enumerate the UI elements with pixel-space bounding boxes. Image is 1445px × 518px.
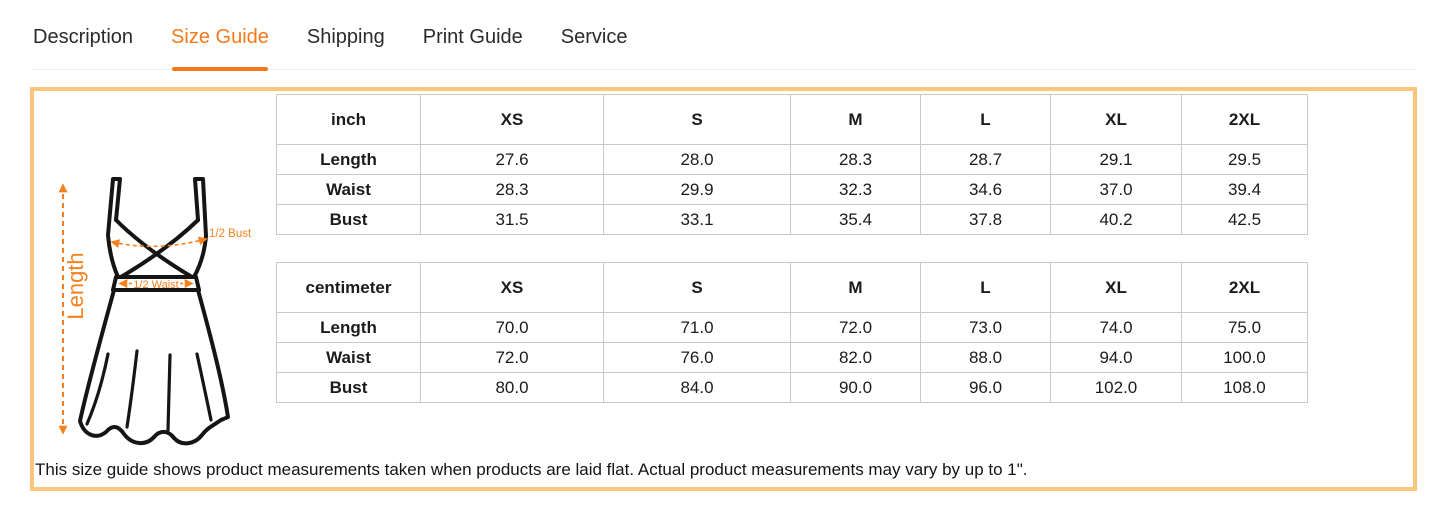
size-value: 90.0 [790,372,921,403]
size-value: 37.8 [920,204,1051,235]
size-value: 88.0 [920,342,1051,373]
size-value: 40.2 [1050,204,1182,235]
size-value: 37.0 [1050,174,1182,205]
size-value: 73.0 [920,312,1051,343]
size-value: 75.0 [1181,312,1308,343]
size-col-header: M [790,262,921,313]
table-row: Length 27.6 28.0 28.3 28.7 29.1 29.5 [276,144,1308,175]
size-value: 29.1 [1050,144,1182,175]
unit-header: centimeter [276,262,421,313]
size-col-header: 2XL [1181,94,1308,145]
size-value: 84.0 [603,372,791,403]
unit-header: inch [276,94,421,145]
size-value: 28.3 [790,144,921,175]
size-value: 31.5 [420,204,604,235]
bust-dimension-line [110,236,208,248]
length-label: Length [63,252,88,319]
table-row: Waist 28.3 29.9 32.3 34.6 37.0 39.4 [276,174,1308,205]
row-label: Waist [276,342,421,373]
size-col-header: L [920,262,1051,313]
size-col-header: S [603,94,791,145]
size-col-header: XL [1050,94,1182,145]
size-table-inch: inch XS S M L XL 2XL Length 27.6 28.0 28 [276,94,1308,235]
tab-size-guide[interactable]: Size Guide [171,26,269,71]
size-col-header: XS [420,262,604,313]
row-label: Length [276,312,421,343]
size-col-header: 2XL [1181,262,1308,313]
size-table-centimeter: centimeter XS S M L XL 2XL Length 70.0 7… [276,262,1308,403]
measurement-note: This size guide shows product measuremen… [35,460,1028,479]
size-value: 70.0 [420,312,604,343]
tab-bar: Description Size Guide Shipping Print Gu… [33,0,1417,71]
size-value: 108.0 [1181,372,1308,403]
size-value: 39.4 [1181,174,1308,205]
row-label: Length [276,144,421,175]
size-value: 82.0 [790,342,921,373]
table-header-row: centimeter XS S M L XL 2XL [276,262,1308,313]
tab-print-guide[interactable]: Print Guide [422,26,523,48]
row-label: Bust [276,372,421,403]
size-col-header: S [603,262,791,313]
half-bust-label: 1/2 Bust [209,228,252,240]
size-col-header: XS [420,94,604,145]
size-value: 28.7 [920,144,1051,175]
size-value: 80.0 [420,372,604,403]
size-col-header: M [790,94,921,145]
size-value: 35.4 [790,204,921,235]
size-value: 29.5 [1181,144,1308,175]
size-value: 42.5 [1181,204,1308,235]
size-value: 76.0 [603,342,791,373]
size-value: 100.0 [1181,342,1308,373]
size-col-header: L [920,94,1051,145]
size-value: 28.3 [420,174,604,205]
size-tables: inch XS S M L XL 2XL Length 27.6 28.0 28 [276,94,1308,403]
table-row: Bust 80.0 84.0 90.0 96.0 102.0 108.0 [276,372,1308,403]
tab-service[interactable]: Service [560,26,628,48]
table-row: Bust 31.5 33.1 35.4 37.8 40.2 42.5 [276,204,1308,235]
dress-measurement-diagram: Length 1/2 Bust [58,177,252,446]
tab-description[interactable]: Description [33,26,134,48]
table-row: Waist 72.0 76.0 82.0 88.0 94.0 100.0 [276,342,1308,373]
size-value: 72.0 [420,342,604,373]
size-value: 29.9 [603,174,791,205]
dress-outline [78,177,230,446]
size-value: 72.0 [790,312,921,343]
size-value: 96.0 [920,372,1051,403]
size-value: 33.1 [603,204,791,235]
size-value: 34.6 [920,174,1051,205]
tab-shipping[interactable]: Shipping [306,26,385,48]
size-value: 74.0 [1050,312,1182,343]
row-label: Waist [276,174,421,205]
size-value: 27.6 [420,144,604,175]
table-header-row: inch XS S M L XL 2XL [276,94,1308,145]
size-guide-panel: Length 1/2 Bust [30,87,1417,491]
size-col-header: XL [1050,262,1182,313]
table-row: Length 70.0 71.0 72.0 73.0 74.0 75.0 [276,312,1308,343]
size-value: 71.0 [603,312,791,343]
size-value: 32.3 [790,174,921,205]
row-label: Bust [276,204,421,235]
size-value: 102.0 [1050,372,1182,403]
size-value: 94.0 [1050,342,1182,373]
size-value: 28.0 [603,144,791,175]
half-waist-label: 1/2 Waist [133,279,178,291]
